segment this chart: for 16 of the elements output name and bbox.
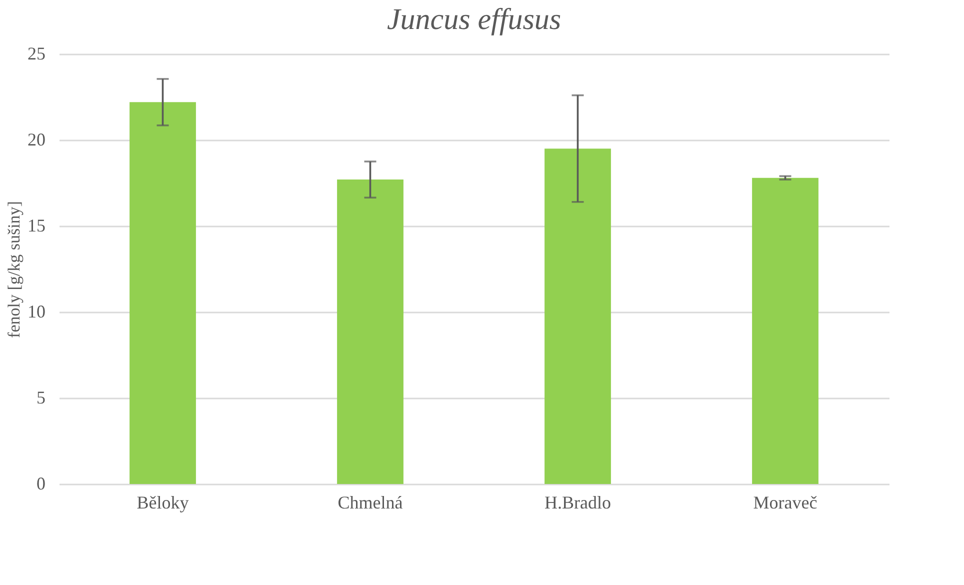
y-tick-label: 25 [28,44,46,64]
y-tick-label: 0 [36,474,46,494]
bar [752,178,818,484]
x-tick-label: Moraveč [753,492,818,512]
bar [337,180,404,484]
chart-title: Juncus effusus [386,3,562,36]
bar [130,102,196,484]
y-tick-label: 15 [28,216,46,236]
y-axis-title: fenoly [g/kg sušiny] [4,201,24,338]
y-tick-label: 5 [36,388,46,408]
bar [544,148,611,484]
x-tick-label: Chmelná [338,492,403,512]
x-tick-label: H.Bradlo [544,492,611,512]
y-tick-label: 10 [28,302,46,322]
y-tick-label: 20 [28,130,46,150]
x-tick-label: Běloky [136,492,189,512]
